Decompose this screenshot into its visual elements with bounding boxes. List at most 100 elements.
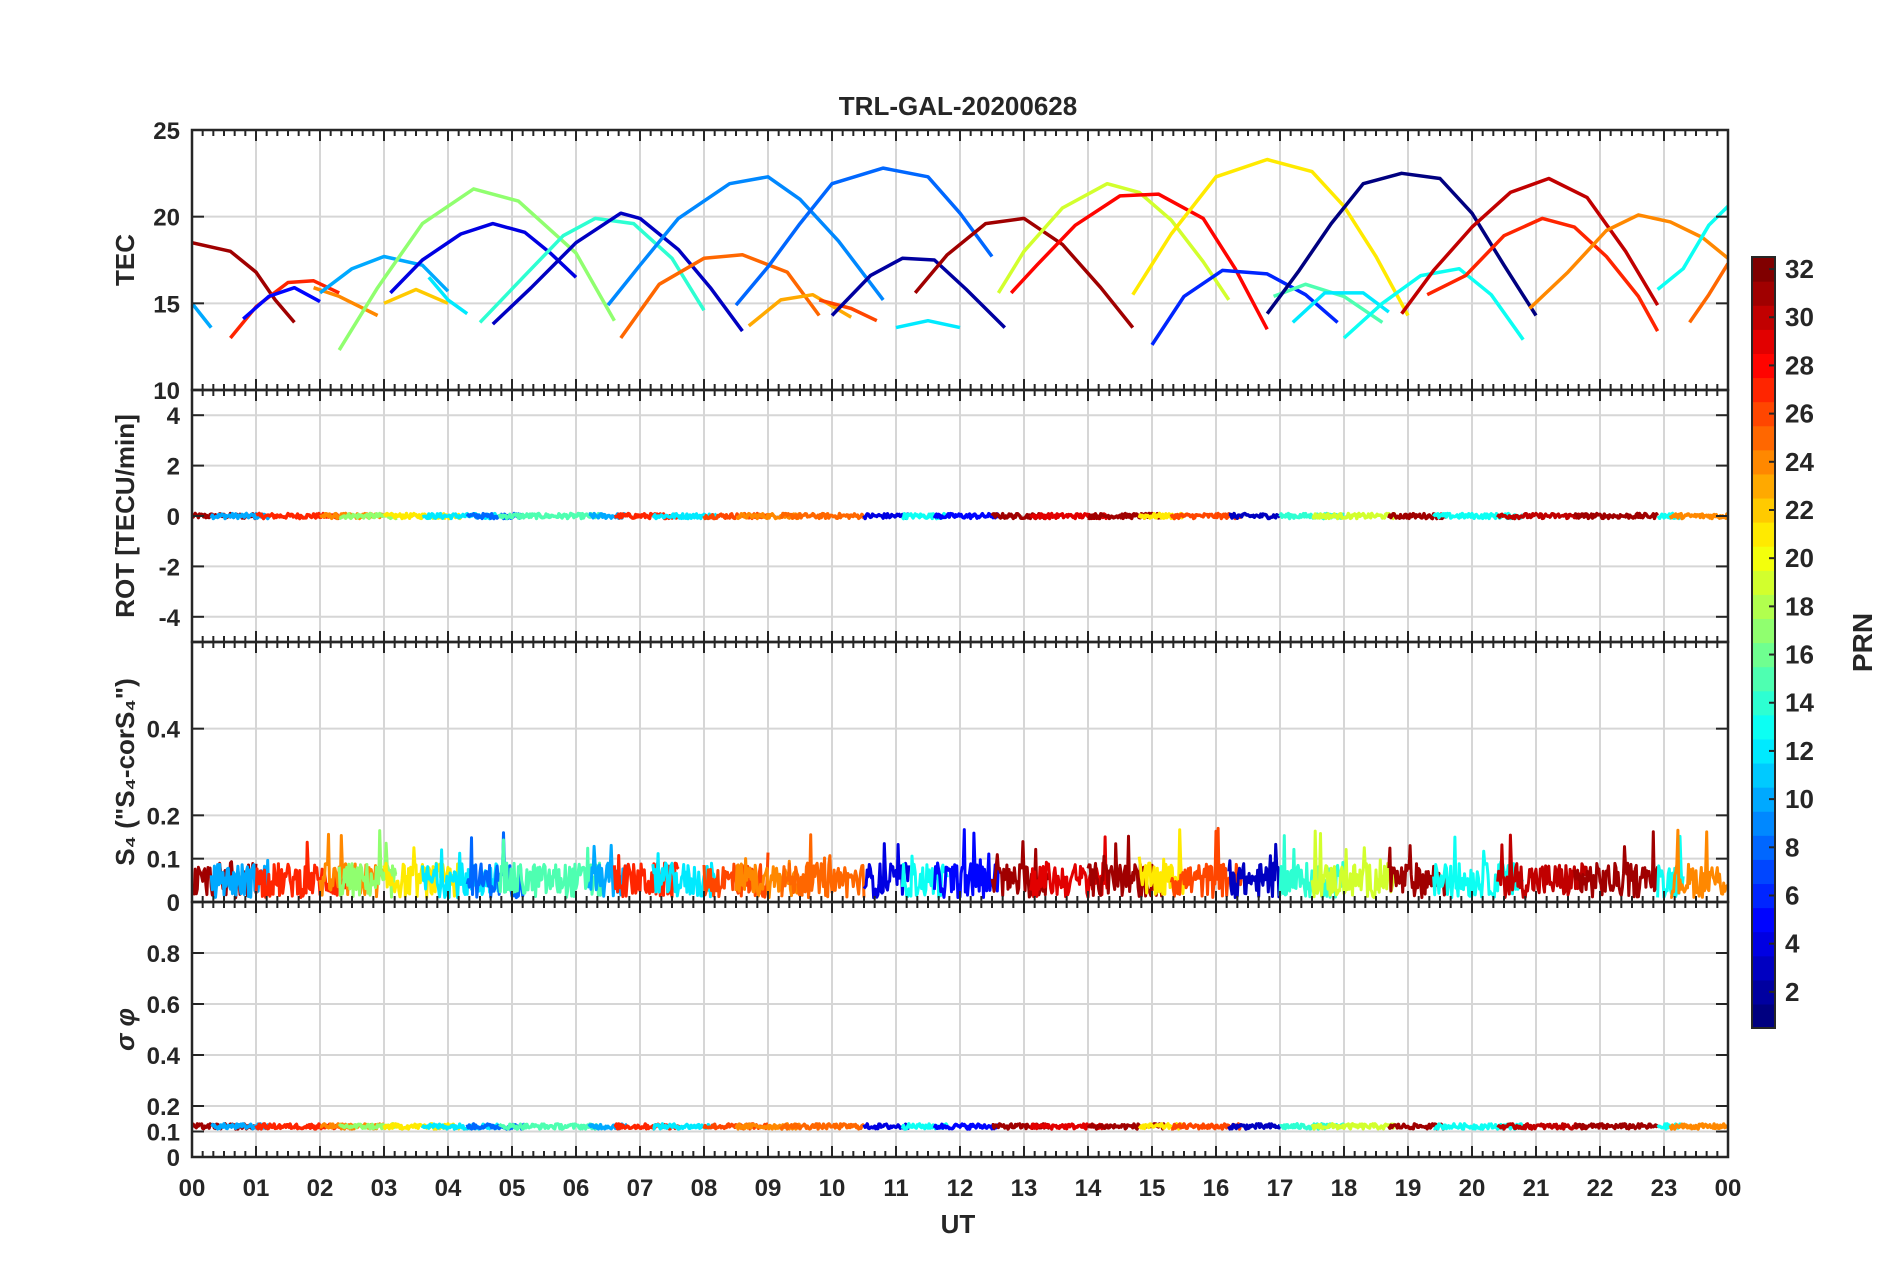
sigma_phi-trace-18	[932, 1122, 1001, 1131]
x-tick-label: 05	[499, 1175, 526, 1202]
y-tick-label: -4	[159, 605, 181, 632]
colorbar-swatch	[1752, 955, 1775, 981]
y-axis-label-tec: TEC	[110, 234, 140, 286]
rot-trace-15	[779, 511, 866, 521]
x-tick-label: 06	[563, 1175, 590, 1202]
s4-trace-10	[587, 843, 629, 898]
y-tick-label: 0.2	[147, 803, 180, 830]
x-tick-label: 00	[179, 1175, 206, 1202]
x-tick-label: 11	[883, 1175, 908, 1202]
colorbar-tick-label: 20	[1785, 543, 1814, 573]
tec-arc-series-17	[734, 166, 994, 307]
panel-sigma_phi: 00.10.2 0.4 0.6 0.8 σ φ 00 01 02 03 04 05 06 07 08 09 1…	[110, 900, 1742, 1202]
s4-trace-18	[932, 828, 1000, 899]
y-tick-label: -2	[159, 554, 180, 581]
sigma_phi-trace-30	[1573, 1122, 1660, 1131]
x-tick-label: 16	[1203, 1175, 1230, 1202]
y-tick-label: 0	[167, 1145, 180, 1172]
x-tick-label: 21	[1523, 1175, 1550, 1202]
s4-trace-26	[1310, 829, 1397, 899]
tec-arc-series-20	[913, 216, 1135, 329]
tec-arc-series-25	[1272, 282, 1384, 324]
y-tick-label: 0.8	[147, 941, 180, 968]
colorbar-swatch	[1752, 859, 1775, 885]
x-tick-label: 22	[1587, 1175, 1614, 1202]
tec-arc-series-23	[1131, 157, 1410, 317]
sigma_phi-trace-8	[465, 1122, 527, 1131]
colorbar-swatch	[1752, 714, 1775, 740]
tec-arc-series-11	[478, 216, 706, 324]
colorbar-label: PRN	[1847, 613, 1878, 672]
colorbar-swatch	[1752, 594, 1775, 620]
y-axis-label-sigma_phi: σ φ	[110, 1008, 140, 1051]
rot-trace-30	[1572, 511, 1660, 521]
colorbar-tick-label: 14	[1785, 688, 1814, 718]
y-tick-label: 15	[153, 291, 180, 318]
x-tick-label: 15	[1139, 1175, 1166, 1202]
tec-arc-series-29	[1400, 176, 1660, 315]
panel-tec: 10 15 20 25 TEC	[110, 118, 1730, 405]
rot-trace-16	[862, 512, 911, 521]
colorbar-tick-label: 32	[1785, 254, 1814, 284]
tec-arc-series-14	[619, 253, 821, 340]
y-tick-label: 2	[167, 454, 180, 481]
y-axis-label-rot: ROT [TECU/min]	[110, 414, 140, 618]
s4-trace-21	[1086, 834, 1167, 898]
tec-arc-series-7	[337, 187, 616, 352]
sigma_phi-trace-22	[1137, 1122, 1186, 1131]
colorbar-swatch	[1752, 570, 1775, 595]
x-tick-label: 12	[947, 1175, 974, 1202]
y-tick-label: 0.6	[147, 992, 180, 1019]
tec-arc-series-16	[818, 298, 878, 323]
sigma_phi-trace-24	[1227, 1122, 1282, 1131]
colorbar-swatch	[1752, 546, 1775, 571]
y-tick-label: 20	[153, 205, 180, 232]
colorbar-tick-label: 18	[1785, 591, 1814, 621]
tec-arc-series-24	[1150, 268, 1339, 346]
sigma_phi-trace-14	[734, 1122, 802, 1131]
colorbar-swatch	[1752, 401, 1775, 427]
colorbar-tick-label: 8	[1785, 832, 1799, 862]
tec-arc-series-32	[1688, 262, 1728, 324]
x-tick-label: 18	[1331, 1175, 1358, 1202]
colorbar-tick-label: 26	[1785, 399, 1814, 429]
tec-arc-series-10	[427, 276, 469, 316]
rot-trace-18	[932, 511, 1001, 521]
tec-arc-series-4	[242, 285, 321, 321]
x-tick-label: 00	[1715, 1175, 1742, 1202]
colorbar-swatch	[1752, 522, 1775, 547]
colorbar-swatch	[1752, 642, 1775, 668]
colorbar-swatch	[1752, 811, 1775, 836]
colorbar-swatch	[1752, 666, 1775, 692]
tec-arc-series-22	[1009, 192, 1269, 331]
data-rot	[192, 511, 1728, 521]
colorbar-tick-label: 22	[1785, 495, 1814, 525]
colorbar-swatch	[1752, 979, 1775, 1005]
frame-sigma_phi	[190, 900, 1730, 1159]
colorbar-tick-label: 28	[1785, 350, 1814, 380]
x-tick-label: 01	[243, 1175, 270, 1202]
sigma_phi-trace-15	[779, 1122, 866, 1131]
sigma_phi-trace-32	[1668, 1122, 1728, 1131]
colorbar-swatch	[1752, 473, 1775, 499]
tec-arc-series-6	[318, 254, 450, 295]
data-sigma_phi	[192, 1122, 1728, 1131]
colorbar-tick-label: 4	[1785, 929, 1800, 959]
colorbar-tick-label: 2	[1785, 977, 1799, 1007]
x-tick-label: 14	[1075, 1175, 1102, 1202]
x-tick-label: 13	[1011, 1175, 1038, 1202]
panel-s4: 0 0.1 0.2 0.4 S₄ ("S₄-corS₄")	[110, 640, 1730, 917]
colorbar-swatch	[1752, 329, 1775, 354]
x-tick-label: 10	[819, 1175, 846, 1202]
y-tick-label: 0	[167, 504, 180, 531]
y-tick-label: 0.4	[147, 1043, 181, 1070]
tec-arc-series-28	[1342, 266, 1525, 341]
x-axis-label: UT	[941, 1209, 976, 1239]
data-tec	[192, 157, 1728, 352]
colorbar-frame	[1751, 256, 1776, 1029]
sigma_phi-trace-29	[1496, 1122, 1589, 1131]
colorbar-swatch	[1752, 835, 1775, 860]
tec-arc-series-13	[606, 175, 885, 307]
